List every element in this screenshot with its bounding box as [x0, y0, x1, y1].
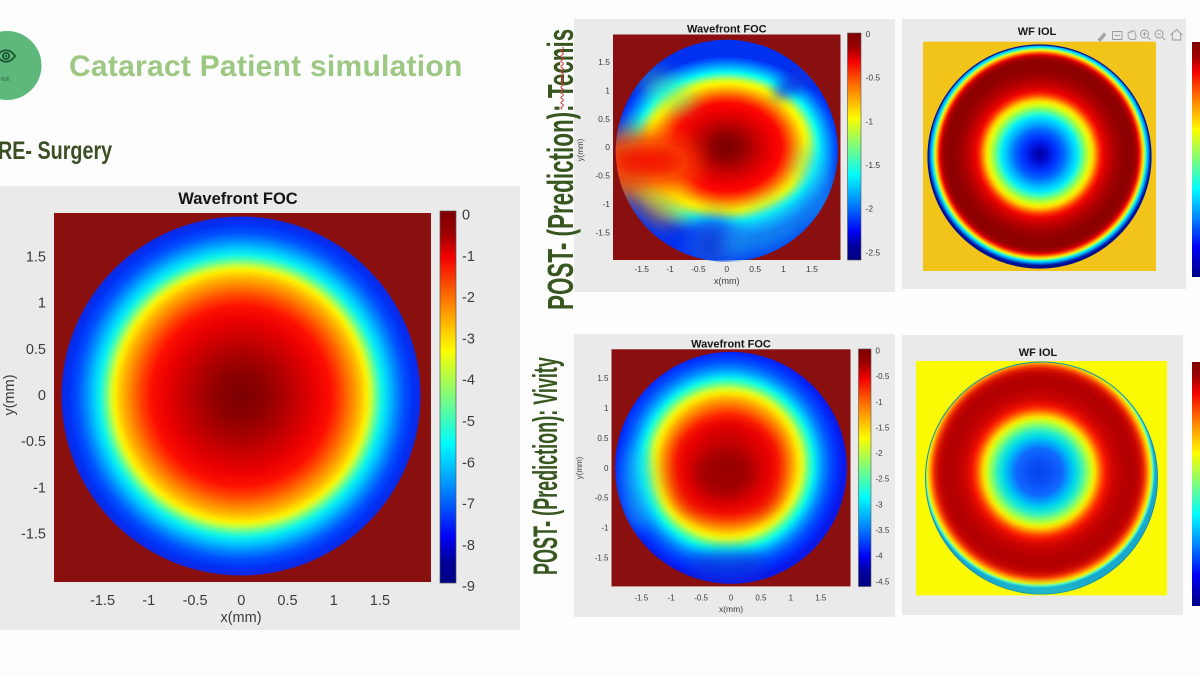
svg-text:y(mm): y(mm) — [2, 374, 18, 415]
svg-text:0: 0 — [604, 464, 609, 473]
svg-text:0.5: 0.5 — [749, 264, 761, 274]
svg-text:1: 1 — [38, 296, 46, 312]
svg-text:-7: -7 — [462, 497, 475, 513]
svg-text:x(mm): x(mm) — [719, 604, 743, 614]
svg-text:-0.5: -0.5 — [595, 171, 610, 181]
svg-text:1.5: 1.5 — [597, 374, 609, 383]
svg-text:-1: -1 — [33, 480, 46, 496]
svg-text:Wavefront FOC: Wavefront FOC — [178, 190, 298, 208]
svg-text:-1: -1 — [462, 249, 475, 265]
svg-text:-1.5: -1.5 — [595, 227, 610, 237]
svg-text:-3: -3 — [462, 331, 475, 347]
svg-text:0: 0 — [38, 388, 46, 404]
svg-text:y(mm): y(mm) — [576, 138, 585, 161]
svg-text:-1.5: -1.5 — [866, 160, 881, 170]
svg-text:0: 0 — [866, 29, 871, 39]
svg-text:1: 1 — [330, 593, 338, 609]
svg-text:1.5: 1.5 — [598, 57, 610, 67]
svg-text:-6: -6 — [462, 455, 475, 471]
svg-text:0.5: 0.5 — [755, 594, 767, 603]
svg-text:-1: -1 — [876, 398, 884, 407]
svg-text:1.5: 1.5 — [370, 593, 390, 609]
svg-text:-1: -1 — [601, 524, 609, 533]
svg-text:-0.5: -0.5 — [691, 264, 706, 274]
svg-text:-0.5: -0.5 — [876, 372, 890, 381]
svg-text:-2.5: -2.5 — [866, 247, 881, 257]
svg-text:0: 0 — [605, 142, 610, 152]
svg-text:1: 1 — [605, 85, 610, 95]
svg-text:1.5: 1.5 — [815, 594, 827, 603]
svg-text:0: 0 — [462, 208, 470, 224]
svg-text:-2: -2 — [462, 290, 475, 306]
svg-text:Wavefront FOC: Wavefront FOC — [687, 24, 767, 36]
svg-text:-4.5: -4.5 — [876, 577, 890, 586]
svg-text:1: 1 — [781, 264, 786, 274]
svg-text:-0.5: -0.5 — [21, 434, 46, 450]
svg-text:0: 0 — [729, 594, 734, 603]
svg-text:-1: -1 — [866, 116, 874, 126]
svg-text:1.5: 1.5 — [26, 250, 46, 266]
svg-text:-0.5: -0.5 — [183, 593, 208, 609]
svg-text:-1.5: -1.5 — [595, 553, 609, 562]
svg-text:WF IOL: WF IOL — [1019, 347, 1058, 359]
svg-text:1.5: 1.5 — [806, 264, 818, 274]
svg-text:1: 1 — [604, 404, 609, 413]
svg-text:-1: -1 — [668, 594, 676, 603]
svg-text:-1: -1 — [602, 199, 610, 209]
svg-text:-0.5: -0.5 — [694, 594, 708, 603]
svg-text:-1.5: -1.5 — [21, 527, 46, 543]
svg-text:-8: -8 — [462, 538, 475, 554]
svg-text:1: 1 — [789, 594, 794, 603]
svg-text:-2.5: -2.5 — [876, 475, 890, 484]
svg-text:Wavefront FOC: Wavefront FOC — [691, 339, 771, 351]
svg-text:-2: -2 — [866, 204, 874, 214]
svg-text:WF IOL: WF IOL — [1018, 26, 1057, 38]
svg-text:-9: -9 — [462, 579, 475, 595]
svg-text:-2: -2 — [876, 449, 884, 458]
svg-text:-5: -5 — [462, 414, 475, 430]
svg-text:x(mm): x(mm) — [220, 610, 261, 626]
svg-text:x(mm): x(mm) — [714, 276, 740, 286]
svg-text:0: 0 — [237, 593, 245, 609]
svg-text:-1: -1 — [666, 264, 674, 274]
svg-text:EHoli: EHoli — [0, 76, 10, 83]
svg-text:-1.5: -1.5 — [634, 594, 648, 603]
svg-text:0.5: 0.5 — [598, 114, 610, 124]
svg-text:0.5: 0.5 — [597, 434, 609, 443]
svg-text:-1: -1 — [142, 593, 155, 609]
svg-text:-0.5: -0.5 — [595, 494, 609, 503]
svg-text:y(mm): y(mm) — [575, 456, 584, 479]
svg-text:-0.5: -0.5 — [866, 73, 881, 83]
svg-text:-1.5: -1.5 — [634, 264, 649, 274]
svg-text:-4: -4 — [876, 552, 884, 561]
svg-text:-1.5: -1.5 — [876, 423, 890, 432]
svg-text:-3: -3 — [876, 500, 884, 509]
svg-text:0: 0 — [876, 347, 881, 356]
svg-text:0.5: 0.5 — [26, 342, 46, 358]
svg-text:-1.5: -1.5 — [90, 593, 115, 609]
svg-text:-4: -4 — [462, 373, 475, 389]
svg-text:0: 0 — [724, 264, 729, 274]
svg-text:-3.5: -3.5 — [876, 526, 890, 535]
svg-text:0.5: 0.5 — [277, 593, 297, 609]
